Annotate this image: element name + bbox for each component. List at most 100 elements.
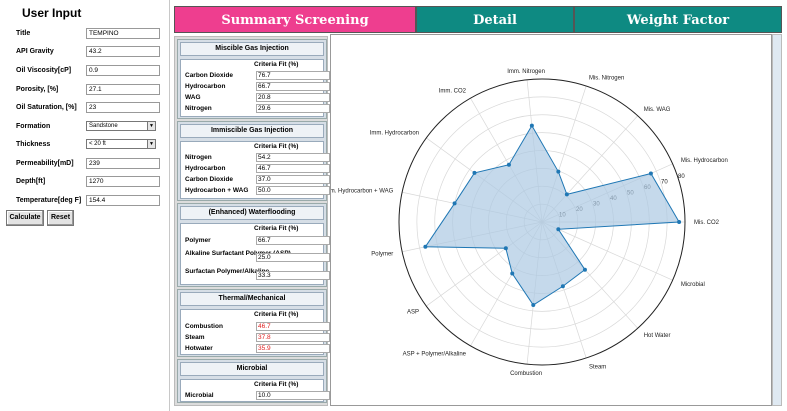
- group-table: Criteria Fit (%) Microbial 10.0: [180, 379, 330, 402]
- reset-button[interactable]: Reset: [47, 210, 74, 226]
- row-value: 50.0: [256, 186, 330, 195]
- table-row: WAG 20.8: [183, 93, 330, 103]
- table-row: Combustion 46.7: [183, 322, 330, 332]
- oil-viscosity-input[interactable]: 0.9: [86, 65, 160, 76]
- data-point: [582, 267, 587, 272]
- row-value: 46.7: [256, 322, 330, 331]
- row-value: 29.6: [256, 104, 330, 113]
- group-table: Criteria Fit (%) Polymer 66.7 Alkaline Su…: [180, 223, 330, 285]
- user-input-panel: User Input Title TEMPINO API Gravity 43.…: [0, 0, 170, 411]
- data-point: [556, 169, 561, 174]
- category-label: ASP + Polymer/Alkaline: [403, 352, 467, 358]
- category-label: Mis. CO2: [694, 220, 720, 226]
- table-row: Microbial 10.0: [183, 391, 330, 401]
- field-label: Title: [16, 30, 31, 37]
- row-label: Steam: [185, 334, 205, 341]
- group-table: Criteria Fit (%) Carbon Dioxide 76.7 Hydr…: [180, 59, 330, 117]
- row-label: Combustion: [185, 323, 223, 330]
- field-label: Temperature[deg F]: [16, 197, 82, 204]
- data-point: [503, 246, 508, 251]
- group-microbial: Microbial Criteria Fit (%) Microbial 10.0: [177, 359, 330, 403]
- data-point: [648, 171, 653, 176]
- table-row: Steam 37.8: [183, 333, 330, 343]
- column-header: Criteria Fit (%): [254, 61, 299, 68]
- row-label: Nitrogen: [185, 105, 212, 112]
- row-label: Surfactan Polymer/Alkaline: [185, 268, 270, 275]
- field-label: Porosity, [%]: [16, 86, 59, 93]
- thickness-select[interactable]: < 20 ft ▼: [86, 139, 156, 149]
- table-row: Hydrocarbon + WAG 50.0: [183, 186, 330, 196]
- column-header: Criteria Fit (%): [254, 143, 299, 150]
- row-value: 76.7: [256, 71, 330, 80]
- calculate-button[interactable]: Calculate: [6, 210, 44, 226]
- data-point: [564, 192, 569, 197]
- row-label: Hotwater: [185, 345, 213, 352]
- radial-tick-label: 70: [661, 179, 668, 185]
- table-row: Alkaline Surfactant Polymer (ASP) 25.0: [183, 250, 330, 263]
- field-label: Oil Saturation, [%]: [16, 104, 77, 111]
- row-value: 20.8: [256, 93, 330, 102]
- tab-bar: Summary Screening Detail Weight Factor: [174, 6, 782, 33]
- porosity-input[interactable]: 27.1: [86, 84, 160, 95]
- group-title: Thermal/Mechanical: [180, 292, 324, 306]
- radial-tick-label: 80: [678, 174, 685, 180]
- table-row: Polymer 66.7: [183, 236, 330, 246]
- depth-input[interactable]: 1270: [86, 176, 160, 187]
- title-input[interactable]: TEMPINO: [86, 28, 160, 39]
- category-label: ASP: [407, 309, 419, 315]
- category-label: Imm. Hydrocarbon + WAG: [331, 188, 394, 194]
- row-value: 54.2: [256, 153, 330, 162]
- group-title: Microbial: [180, 362, 324, 376]
- group-immiscible-gas: Immiscible Gas Injection Criteria Fit (%…: [177, 121, 330, 201]
- data-point: [506, 162, 511, 167]
- table-row: Carbon Dioxide 37.0: [183, 175, 330, 185]
- table-row: Hydrocarbon 66.7: [183, 82, 330, 92]
- row-value: 33.3: [256, 271, 330, 280]
- row-label: WAG: [185, 94, 201, 101]
- chevron-down-icon[interactable]: ▼: [147, 122, 155, 130]
- table-row: Nitrogen 29.6: [183, 104, 330, 114]
- category-label: Hot Water: [644, 333, 671, 339]
- field-label: Formation: [16, 123, 51, 130]
- tab-summary-screening[interactable]: Summary Screening: [174, 6, 416, 33]
- permeability-input[interactable]: 239: [86, 158, 160, 169]
- group-table: Criteria Fit (%) Combustion 46.7 Steam 37.…: [180, 309, 330, 355]
- field-label: Thickness: [16, 141, 51, 148]
- data-point: [677, 220, 682, 224]
- tab-weight-factor[interactable]: Weight Factor: [574, 6, 782, 33]
- row-value: 66.7: [256, 236, 330, 245]
- category-label: Mis. Nitrogen: [589, 75, 624, 81]
- group-waterflooding: (Enhanced) Waterflooding Criteria Fit (%…: [177, 203, 330, 287]
- category-label: Imm. CO2: [439, 88, 467, 94]
- data-point: [510, 271, 515, 276]
- data-point: [531, 303, 536, 308]
- field-label: Oil Viscosity[cP]: [16, 67, 72, 74]
- chevron-down-icon[interactable]: ▼: [147, 140, 155, 148]
- column-header: Criteria Fit (%): [254, 311, 299, 318]
- data-point: [423, 244, 428, 249]
- row-value: 37.0: [256, 175, 330, 184]
- api-gravity-input[interactable]: 43.2: [86, 46, 160, 57]
- category-label: Imm. Nitrogen: [507, 69, 545, 75]
- right-scroll-strip: [772, 34, 782, 406]
- group-miscible-gas: Miscible Gas Injection Criteria Fit (%) …: [177, 39, 330, 119]
- thickness-value: < 20 ft: [89, 141, 106, 147]
- formation-select[interactable]: Sandstone ▼: [86, 121, 156, 131]
- category-label: Steam: [589, 365, 606, 371]
- category-label: Imm. Hydrocarbon: [370, 131, 419, 137]
- row-value: 35.9: [256, 344, 330, 353]
- data-point: [556, 227, 561, 232]
- oil-saturation-input[interactable]: 23: [86, 102, 160, 113]
- table-row: Hotwater 35.9: [183, 344, 330, 354]
- table-row: Nitrogen 54.2: [183, 153, 330, 163]
- tab-detail[interactable]: Detail: [416, 6, 574, 33]
- row-label: Carbon Dioxide: [185, 176, 234, 183]
- temperature-input[interactable]: 154.4: [86, 195, 160, 206]
- row-value: 66.7: [256, 82, 330, 91]
- row-value: 10.0: [256, 391, 330, 400]
- table-row: Surfactan Polymer/Alkaline 33.3: [183, 268, 330, 281]
- row-label: Polymer: [185, 237, 211, 244]
- field-label: Depth[ft]: [16, 178, 46, 185]
- panel-title: User Input: [22, 6, 82, 20]
